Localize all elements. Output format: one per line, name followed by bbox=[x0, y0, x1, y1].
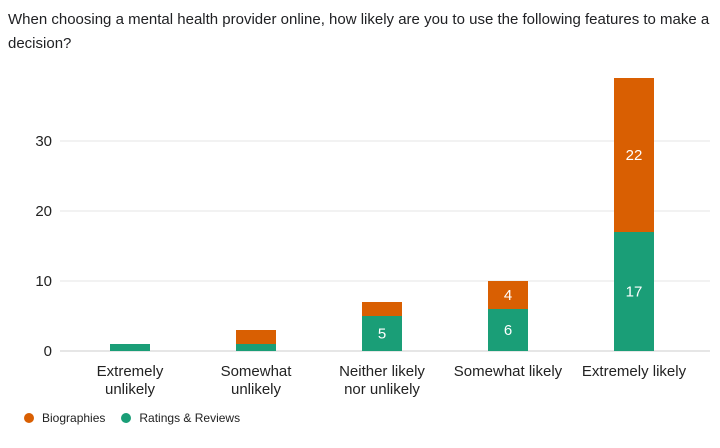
bar-biographies bbox=[614, 78, 654, 232]
y-tick-label: 10 bbox=[35, 273, 52, 290]
legend-swatch-icon bbox=[121, 413, 132, 423]
x-tick-label: Somewhat likely bbox=[454, 363, 563, 380]
x-tick-label: Extremely unlikely bbox=[97, 363, 164, 398]
x-tick-label: Extremely likely bbox=[582, 363, 687, 380]
bar-biographies bbox=[236, 330, 276, 344]
y-tick-label: 30 bbox=[35, 133, 52, 150]
bar-ratings-reviews bbox=[110, 344, 150, 351]
legend: Biographies Ratings & Reviews bbox=[24, 411, 240, 425]
legend-label: Biographies bbox=[42, 411, 106, 425]
bar-ratings-reviews bbox=[362, 316, 402, 351]
chart-title: When choosing a mental health provider o… bbox=[8, 11, 710, 52]
data-label: 6 bbox=[504, 322, 512, 339]
data-label: 17 bbox=[626, 284, 643, 301]
y-tick-label: 0 bbox=[44, 343, 52, 360]
legend-swatch-icon bbox=[24, 413, 34, 423]
data-label: 4 bbox=[504, 287, 512, 304]
bar-biographies bbox=[488, 281, 528, 309]
y-tick-label: 20 bbox=[35, 203, 52, 220]
bar-biographies bbox=[362, 302, 402, 316]
legend-item[interactable]: Ratings & Reviews bbox=[121, 411, 240, 425]
bar-ratings-reviews bbox=[236, 344, 276, 351]
bar-ratings-reviews bbox=[488, 309, 528, 351]
data-label: 5 bbox=[378, 326, 386, 343]
x-tick-label: Somewhat unlikely bbox=[221, 363, 293, 398]
bar-ratings-reviews bbox=[614, 232, 654, 351]
legend-label: Ratings & Reviews bbox=[139, 411, 241, 425]
legend-item[interactable]: Biographies bbox=[24, 411, 105, 425]
data-label: 22 bbox=[626, 147, 643, 164]
x-tick-label: Neither likely nor unlikely bbox=[339, 363, 425, 398]
